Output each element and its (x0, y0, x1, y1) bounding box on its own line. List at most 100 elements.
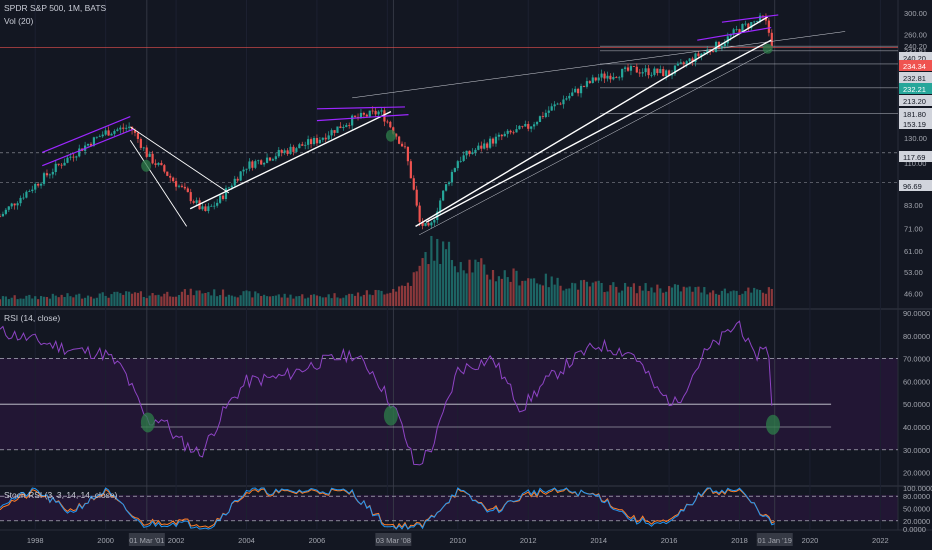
volume-bar (1, 296, 5, 306)
trend-drawings (42, 14, 846, 236)
volume-bar (227, 294, 231, 306)
price-tag-box (899, 95, 932, 106)
volume-bar (277, 294, 280, 306)
channel-line (316, 113, 409, 122)
price-candle (204, 206, 207, 212)
volume-bar (0, 299, 2, 306)
volume-bar (412, 272, 415, 306)
volume-bar (116, 291, 119, 306)
price-candle (729, 34, 732, 37)
volume-bar (362, 294, 365, 306)
price-tag-label: 213.20 (903, 97, 926, 106)
price-candle (362, 112, 365, 115)
volume-bar (145, 298, 148, 306)
volume-bar (758, 289, 762, 306)
price-candle (691, 58, 694, 63)
price-candle (682, 62, 685, 65)
price-tag-label: 232.21 (903, 85, 926, 94)
volume-bar (101, 292, 104, 306)
price-candle (139, 138, 142, 148)
price-candle (31, 189, 34, 192)
price-candle (506, 130, 509, 134)
price-candle (626, 67, 630, 71)
volume-bar (151, 293, 154, 306)
volume-bar (682, 286, 685, 306)
price-candle (260, 160, 263, 165)
volume-bar (638, 285, 641, 306)
price-candle (535, 121, 539, 125)
volume-bar (673, 284, 677, 306)
price-candle (248, 161, 251, 169)
volume-bar (16, 299, 19, 306)
volume-bar (726, 293, 729, 306)
rsi-tick-label: 80.0000 (903, 332, 930, 341)
price-candle (183, 186, 186, 189)
price-tag-box (899, 60, 932, 71)
price-candle (685, 61, 688, 65)
price-candle (245, 168, 248, 170)
volume-bar (309, 294, 313, 306)
volume-bar (283, 293, 286, 306)
price-candle (42, 173, 46, 184)
volume-bar (591, 282, 594, 306)
price-candle (550, 106, 553, 111)
volume-bar (717, 294, 721, 306)
price-tag-label: 117.69 (903, 153, 925, 162)
volume-bar (327, 294, 330, 306)
price-candle (151, 153, 154, 164)
volume-bar (268, 296, 272, 306)
price-candle (571, 92, 574, 96)
volume-bar (632, 283, 635, 306)
stoch-tick-label: 80.0000 (903, 492, 930, 501)
volume-bar (339, 298, 342, 306)
price-candle (371, 110, 374, 112)
volume-bar (450, 260, 454, 306)
volume-bar (119, 293, 122, 306)
price-candle (289, 146, 292, 154)
volume-bar (221, 289, 225, 306)
rsi-signal-marker (765, 414, 780, 435)
x-tick-label: 2010 (449, 536, 466, 545)
volume-bar (530, 278, 533, 306)
price-candle (233, 178, 236, 186)
price-candle (509, 130, 512, 133)
price-candle (221, 195, 225, 200)
price-candle (403, 146, 407, 148)
price-candle (312, 138, 316, 145)
volume-bar (236, 297, 239, 306)
x-tick-label: 2022 (872, 536, 889, 545)
volume-bar (735, 290, 738, 306)
price-candle (218, 195, 222, 203)
price-candle (34, 183, 37, 190)
x-tick-label: 2020 (802, 536, 819, 545)
volume-bar (468, 259, 471, 306)
trend-line (415, 16, 769, 227)
price-candle (242, 169, 245, 172)
volume-bar (312, 294, 316, 306)
volume-bar (524, 280, 527, 306)
price-candle (142, 147, 145, 149)
volume-bar (125, 291, 128, 306)
volume-bar (98, 293, 101, 306)
volume-bar (374, 289, 377, 306)
price-candle (330, 130, 333, 136)
volume-bar (659, 288, 662, 306)
volume-bar (527, 278, 530, 306)
price-candle (621, 68, 624, 78)
price-candle (172, 177, 175, 182)
volume-bar (623, 282, 627, 306)
stoch-k-line (0, 487, 775, 530)
volume-bar (582, 279, 586, 306)
price-candle (659, 69, 662, 74)
volume-bar (506, 277, 509, 306)
price-candle (157, 162, 160, 165)
volume-bar (69, 296, 72, 306)
volume-bars (0, 236, 773, 306)
price-candle (48, 174, 51, 176)
volume-bar (626, 286, 630, 306)
volume-bar (78, 293, 81, 306)
price-candle (521, 125, 524, 127)
volume-bar (723, 288, 726, 306)
price-candle (629, 66, 633, 71)
price-candle (327, 135, 330, 140)
